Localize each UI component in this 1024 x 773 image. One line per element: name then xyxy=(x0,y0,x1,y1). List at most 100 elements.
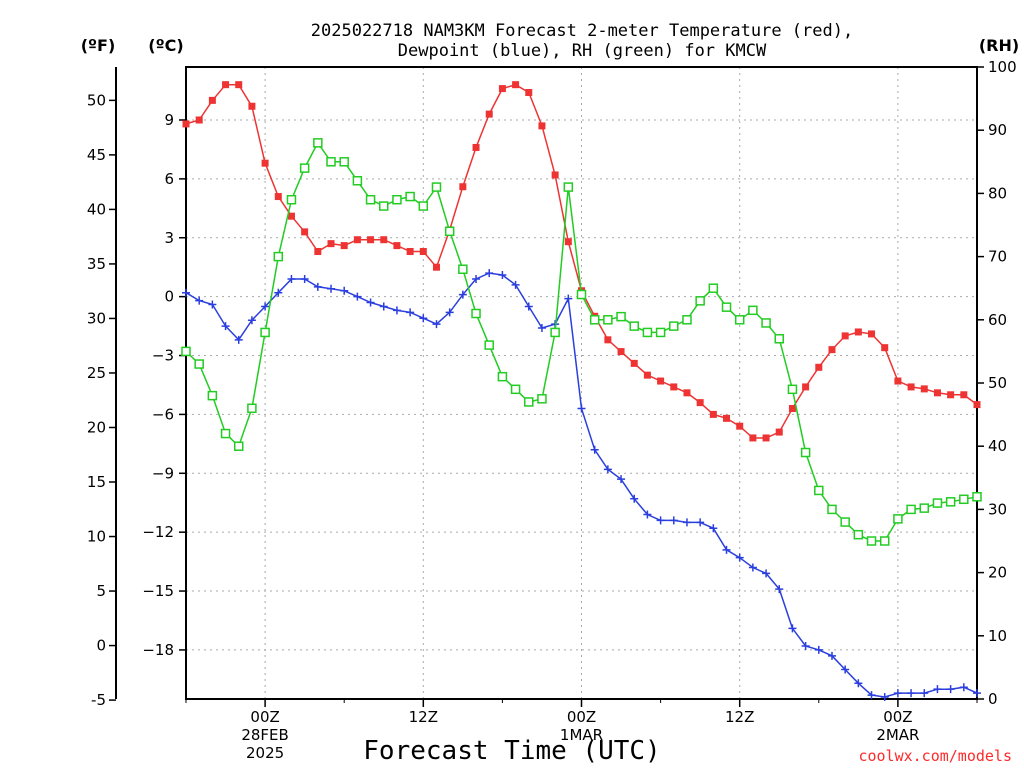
rh-point xyxy=(827,504,837,515)
temperature-point xyxy=(538,122,546,130)
dewpoint-point xyxy=(379,302,388,311)
celsius-tick-label: 0 xyxy=(164,288,174,306)
rh-point xyxy=(524,397,534,407)
rh-point xyxy=(682,315,692,325)
rh-tick-label: 90 xyxy=(988,121,1007,139)
temperature-point xyxy=(604,336,612,344)
rh-point xyxy=(972,492,982,502)
temperature-point xyxy=(327,240,335,248)
dewpoint-point xyxy=(854,679,863,688)
rh-tick-label: 20 xyxy=(988,564,1007,582)
rh-tick-label: 60 xyxy=(988,311,1007,329)
temperature-point xyxy=(314,247,322,255)
rh-point xyxy=(866,536,877,546)
dewpoint-point xyxy=(221,322,230,331)
celsius-tick-label: −3 xyxy=(152,347,174,365)
rh-point xyxy=(339,157,349,167)
temperature-point xyxy=(274,193,282,201)
rh-point xyxy=(959,494,969,505)
temperature-point xyxy=(670,383,678,391)
temperature-point xyxy=(960,391,968,399)
temperature-point xyxy=(657,377,665,385)
temperature-point xyxy=(340,242,348,250)
x-axis-label: Forecast Time (UTC) xyxy=(363,736,660,766)
x-tick-label-time: 12Z xyxy=(409,708,438,726)
temperature-point xyxy=(775,428,783,436)
rh-point xyxy=(418,201,429,211)
rh-point xyxy=(392,194,402,205)
temperature-point xyxy=(512,81,520,89)
temperature-point xyxy=(933,389,941,397)
rh-tick-label: 70 xyxy=(988,248,1007,266)
dewpoint-point xyxy=(827,651,836,660)
temperature-point xyxy=(261,159,269,167)
rh-point xyxy=(708,283,719,293)
rh-point xyxy=(431,182,442,192)
rh-point xyxy=(787,384,798,395)
dewpoint-point xyxy=(590,445,599,454)
dewpoint-point xyxy=(247,316,256,325)
dewpoint-point xyxy=(485,269,494,278)
dewpoint-point xyxy=(234,335,243,344)
temperature-point xyxy=(406,247,414,255)
temperature-point xyxy=(683,389,691,397)
temperature-point xyxy=(630,359,638,367)
rh-point xyxy=(721,302,732,312)
temperature-point xyxy=(248,102,256,110)
dewpoint-point xyxy=(973,689,981,698)
rh-tick-label: 40 xyxy=(988,437,1007,455)
rh-point xyxy=(853,529,864,540)
rh-point xyxy=(589,315,600,325)
temperature-point xyxy=(802,383,810,391)
dewpoint-point xyxy=(735,553,744,562)
temperature-point xyxy=(894,377,902,385)
dewpoint-point xyxy=(959,683,968,692)
temperature-point xyxy=(525,89,533,97)
temperature-point xyxy=(736,422,744,430)
dewpoint-point xyxy=(432,320,441,329)
unit-label-fahrenheit: (ºF) xyxy=(81,36,116,55)
dewpoint-point xyxy=(762,569,771,578)
chart-title-line2: Dewpoint (blue), RH (green) for KMCW xyxy=(398,41,767,61)
dewpoint-point xyxy=(458,290,467,299)
celsius-tick-label: 6 xyxy=(164,170,174,188)
celsius-tick-label: 9 xyxy=(164,111,174,129)
temperature-point xyxy=(643,371,651,379)
x-tick-label-date: 1MAR xyxy=(560,726,603,744)
fahrenheit-tick-label: 30 xyxy=(87,309,106,327)
dewpoint-line xyxy=(185,272,978,698)
rh-tick-label: 50 xyxy=(988,374,1007,392)
temperature-point xyxy=(485,110,493,118)
rh-point xyxy=(260,327,270,338)
temperature-point xyxy=(696,399,704,407)
temperature-point xyxy=(472,143,480,151)
temperature-point xyxy=(841,332,849,340)
temperature-point xyxy=(432,263,440,271)
temperature-point xyxy=(749,434,757,442)
dewpoint-point xyxy=(814,645,823,654)
temperature-point xyxy=(881,344,889,352)
temperature-point xyxy=(617,348,625,356)
temperature-point xyxy=(222,81,230,89)
dewpoint-point xyxy=(630,494,639,503)
dewpoint-point xyxy=(195,296,204,305)
rh-point xyxy=(510,384,521,395)
rh-point xyxy=(299,163,310,173)
rh-point xyxy=(669,321,679,331)
plot-frame xyxy=(185,66,978,700)
temperature-point xyxy=(815,363,823,371)
rh-point xyxy=(932,498,943,508)
dewpoint-point xyxy=(933,685,942,694)
rh-point xyxy=(326,157,336,167)
dewpoint-point xyxy=(656,516,665,525)
x-tick-label-year: 2025 xyxy=(246,744,284,762)
rh-point xyxy=(655,327,666,338)
temperature-point xyxy=(459,183,467,191)
rh-point xyxy=(800,447,811,458)
rh-tick-label: 10 xyxy=(988,627,1007,645)
rh-point xyxy=(444,226,455,237)
temperature-point xyxy=(419,247,427,255)
dewpoint-point xyxy=(406,308,415,317)
rh-tick-label: 30 xyxy=(988,500,1007,518)
x-tick-label-time: 00Z xyxy=(883,708,912,726)
